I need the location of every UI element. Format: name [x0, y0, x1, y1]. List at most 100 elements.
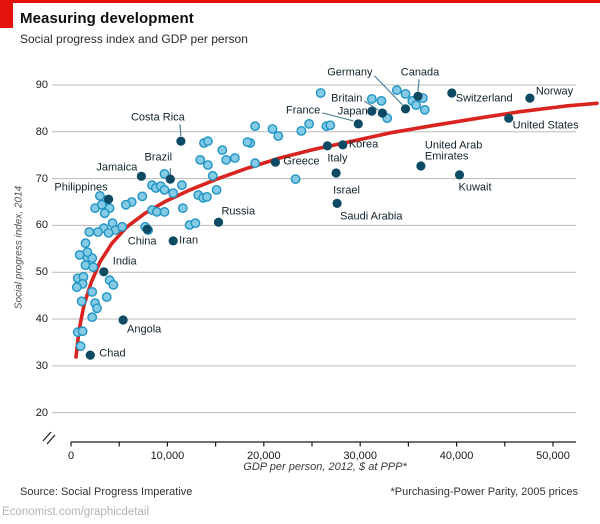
country-dot	[87, 312, 98, 323]
country-label: Philippines	[54, 181, 108, 194]
y-tick-label: 40	[35, 313, 48, 326]
y-tick-label: 50	[35, 266, 48, 279]
country-dot-highlighted	[338, 140, 348, 150]
country-dot	[376, 96, 387, 106]
country-dot	[325, 120, 336, 131]
country-dot	[76, 296, 87, 307]
country-label: Jamaica	[96, 161, 138, 174]
x-axis-title: GDP per person, 2012, $ at PPP*	[243, 461, 407, 473]
country-label: Saudi Arabia	[340, 210, 403, 223]
country-dot	[108, 279, 119, 290]
country-dot	[77, 326, 88, 337]
country-dot	[176, 180, 187, 191]
country-dot	[80, 238, 91, 249]
label-leader-line	[374, 75, 403, 106]
top-accent-strip	[0, 0, 600, 3]
country-dot-highlighted	[85, 350, 95, 360]
country-dot	[117, 221, 128, 232]
source-note: Source: Social Progress Imperative	[20, 486, 193, 498]
country-dot-highlighted	[377, 108, 387, 118]
country-label: Angola	[127, 323, 162, 336]
country-label: Korea	[348, 138, 379, 151]
label-leader-line	[364, 100, 379, 111]
country-dot-highlighted	[331, 168, 341, 178]
country-dot	[96, 199, 107, 210]
country-dot-highlighted	[367, 106, 377, 116]
country-dot	[159, 206, 170, 217]
country-dot-highlighted	[416, 161, 426, 171]
country-dot	[87, 286, 98, 297]
country-dot	[121, 199, 131, 210]
country-dot	[177, 203, 188, 214]
country-dot	[159, 184, 170, 195]
country-label: Japan	[337, 105, 368, 118]
country-dot	[419, 104, 430, 115]
chart-subtitle: Social progress index and GDP per person	[20, 32, 248, 46]
country-label: Brazil	[144, 151, 173, 164]
y-axis-title: Social progress index, 2014	[13, 185, 25, 310]
country-dot	[267, 124, 278, 134]
country-dot	[88, 262, 99, 272]
country-dot-highlighted	[447, 88, 457, 98]
country-dot-highlighted	[136, 171, 146, 181]
country-dot-highlighted	[142, 224, 152, 234]
country-label: Norway	[535, 85, 574, 98]
country-label: Greece	[283, 155, 320, 168]
label-leader-line	[322, 112, 354, 122]
country-dot	[411, 100, 421, 111]
country-dot-highlighted	[176, 136, 186, 146]
country-dot	[101, 292, 112, 302]
country-dot	[95, 190, 105, 201]
country-label: Canada	[400, 66, 440, 79]
country-dot	[93, 227, 103, 237]
country-label: Kuwait	[458, 181, 492, 194]
country-dot	[99, 208, 110, 219]
country-dot-highlighted	[413, 91, 423, 101]
country-dot-highlighted	[104, 194, 114, 204]
y-tick-label: 90	[35, 79, 48, 91]
country-dot-highlighted	[270, 157, 280, 167]
ppp-footnote: *Purchasing-Power Parity, 2005 prices	[390, 486, 579, 498]
country-label: Israel	[333, 184, 360, 197]
country-dot	[202, 160, 213, 170]
country-dot	[400, 89, 411, 99]
country-dot-highlighted	[454, 170, 465, 180]
country-dot	[242, 137, 253, 148]
country-dot-highlighted	[504, 113, 514, 123]
country-dot-highlighted	[118, 315, 128, 325]
country-dot	[211, 184, 222, 195]
country-dot	[207, 170, 218, 181]
y-tick-label: 70	[35, 172, 48, 185]
country-dot	[202, 136, 213, 147]
country-label: Germany	[327, 66, 373, 79]
country-dot	[92, 303, 102, 314]
country-dot	[250, 158, 261, 169]
country-dot	[190, 218, 201, 229]
x-tick-label: 0	[67, 450, 75, 462]
country-dot	[159, 168, 170, 179]
country-label: Costa Rica	[130, 111, 185, 124]
country-label: India	[112, 255, 137, 268]
country-dot	[168, 188, 179, 199]
country-label: Russia	[221, 205, 256, 218]
country-dot	[315, 88, 326, 98]
country-dot	[103, 227, 114, 238]
x-tick-label: 50,000	[536, 450, 570, 462]
country-label: France	[286, 104, 321, 117]
x-tick-label: 40,000	[439, 450, 474, 462]
country-dot-highlighted	[353, 119, 363, 129]
label-leader-line	[179, 124, 182, 137]
country-label: Switzerland	[455, 92, 513, 105]
country-label: Italy	[327, 152, 348, 165]
y-tick-label: 80	[35, 125, 48, 138]
country-dot-highlighted	[322, 141, 332, 151]
chart-title: Measuring development	[20, 10, 194, 27]
country-dot	[391, 85, 402, 96]
trend-curve	[74, 101, 599, 359]
red-tab	[0, 0, 13, 28]
country-dot-highlighted	[165, 174, 175, 184]
country-label: Chad	[99, 347, 126, 360]
label-leader-line	[417, 79, 420, 92]
